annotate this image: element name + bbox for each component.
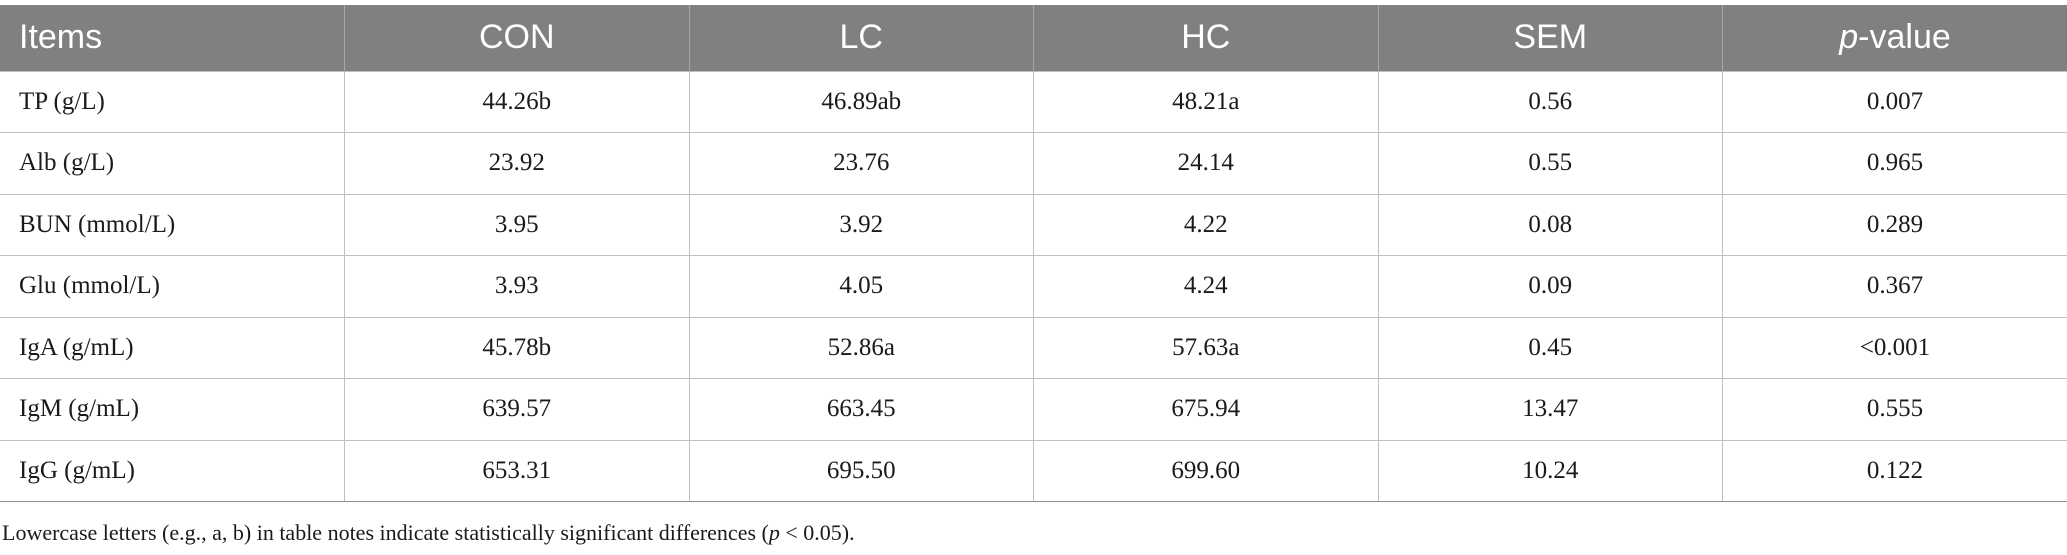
cell-p-value: 0.555 (1722, 378, 2067, 440)
cell-sem: 10.24 (1377, 439, 1723, 502)
header-p-value: p-value (1722, 5, 2067, 71)
cell-lc: 23.76 (688, 132, 1034, 194)
cell-item: TP (g/L) (0, 70, 345, 133)
cell-con: 3.95 (344, 193, 689, 256)
cell-item: IgM (g/mL) (0, 378, 345, 440)
table-header: Items CON LC HC SEM p-value (0, 5, 2067, 71)
footnote-text-start: Lowercase letters (e.g., a, b) in table … (2, 520, 769, 545)
header-hc: HC (1033, 5, 1378, 71)
cell-p-value: 0.122 (1722, 439, 2067, 502)
cell-lc: 4.05 (688, 255, 1034, 317)
cell-item: IgG (g/mL) (0, 439, 345, 502)
cell-item: BUN (mmol/L) (0, 193, 345, 256)
header-row: Items CON LC HC SEM p-value (0, 5, 2067, 71)
table-row: TP (g/L) 44.26b 46.89ab 48.21a 0.56 0.00… (0, 70, 2067, 133)
cell-p-value: 0.965 (1722, 132, 2067, 194)
header-sem: SEM (1377, 5, 1723, 71)
header-lc: LC (688, 5, 1034, 71)
cell-hc: 675.94 (1033, 378, 1378, 440)
cell-con: 639.57 (344, 378, 689, 440)
cell-con: 44.26b (344, 70, 689, 133)
cell-item: IgA (g/mL) (0, 316, 345, 379)
cell-sem: 0.55 (1377, 132, 1723, 194)
header-con: CON (344, 5, 689, 71)
cell-item: Glu (mmol/L) (0, 255, 345, 317)
cell-hc: 699.60 (1033, 439, 1378, 502)
cell-lc: 3.92 (688, 193, 1034, 256)
cell-p-value: 0.289 (1722, 193, 2067, 256)
cell-sem: 0.08 (1377, 193, 1723, 256)
table-row: Alb (g/L) 23.92 23.76 24.14 0.55 0.965 (0, 132, 2067, 194)
table-footnote: Lowercase letters (e.g., a, b) in table … (2, 520, 855, 546)
cell-lc: 695.50 (688, 439, 1034, 502)
cell-hc: 57.63a (1033, 316, 1378, 379)
cell-p-value: 0.367 (1722, 255, 2067, 317)
header-p-suffix: -value (1858, 18, 1951, 57)
table-row: IgM (g/mL) 639.57 663.45 675.94 13.47 0.… (0, 378, 2067, 440)
cell-p-value: <0.001 (1722, 316, 2067, 379)
results-table: Items CON LC HC SEM p-value TP (g/L) 44.… (0, 5, 2067, 502)
cell-hc: 48.21a (1033, 70, 1378, 133)
footnote-p-italic: p (768, 520, 780, 545)
cell-lc: 663.45 (688, 378, 1034, 440)
cell-con: 653.31 (344, 439, 689, 502)
footnote-text-end: < 0.05). (779, 520, 855, 545)
table-row: IgA (g/mL) 45.78b 52.86a 57.63a 0.45 <0.… (0, 316, 2067, 379)
cell-hc: 4.22 (1033, 193, 1378, 256)
cell-hc: 4.24 (1033, 255, 1378, 317)
header-items: Items (19, 18, 103, 57)
header-p-italic: p (1839, 18, 1859, 57)
cell-con: 23.92 (344, 132, 689, 194)
cell-item: Alb (g/L) (0, 132, 345, 194)
table-row: BUN (mmol/L) 3.95 3.92 4.22 0.08 0.289 (0, 193, 2067, 256)
cell-lc: 52.86a (688, 316, 1034, 379)
cell-sem: 0.45 (1377, 316, 1723, 379)
results-table-container: Items CON LC HC SEM p-value TP (g/L) 44.… (0, 5, 2067, 502)
table-row: Glu (mmol/L) 3.93 4.05 4.24 0.09 0.367 (0, 255, 2067, 317)
cell-sem: 0.56 (1377, 70, 1723, 133)
cell-sem: 0.09 (1377, 255, 1723, 317)
cell-sem: 13.47 (1377, 378, 1723, 440)
table-row: IgG (g/mL) 653.31 695.50 699.60 10.24 0.… (0, 439, 2067, 502)
cell-hc: 24.14 (1033, 132, 1378, 194)
cell-p-value: 0.007 (1722, 70, 2067, 133)
cell-con: 45.78b (344, 316, 689, 379)
cell-con: 3.93 (344, 255, 689, 317)
cell-lc: 46.89ab (688, 70, 1034, 133)
table-body: TP (g/L) 44.26b 46.89ab 48.21a 0.56 0.00… (0, 70, 2067, 502)
